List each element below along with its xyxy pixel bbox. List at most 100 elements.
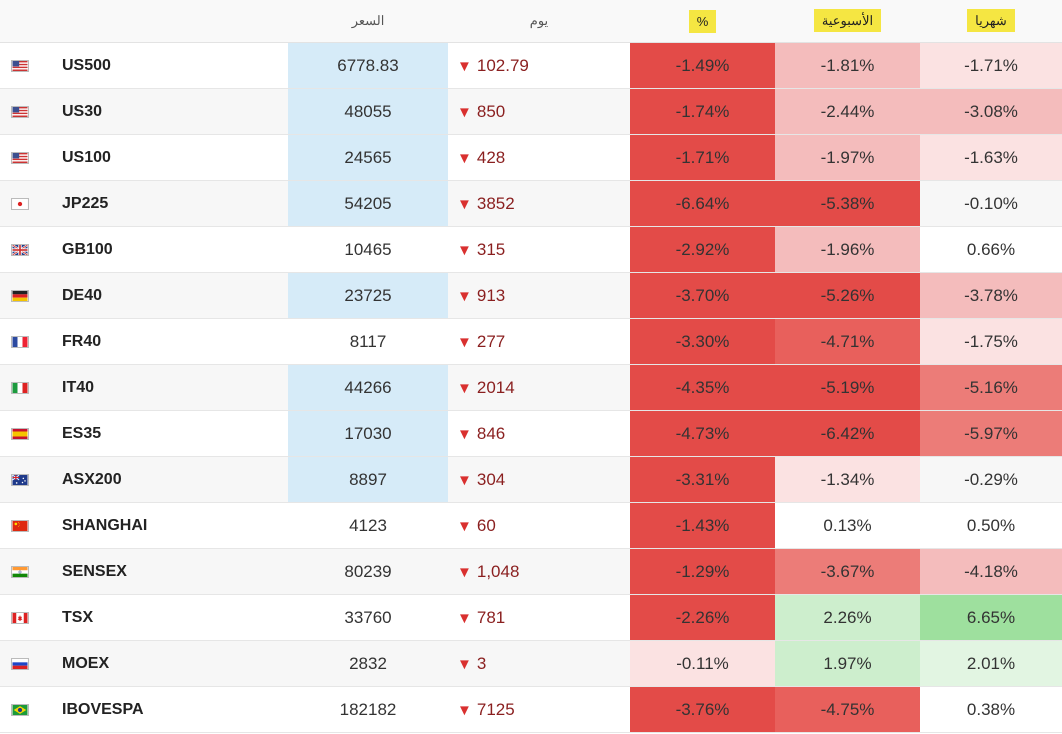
table-row[interactable]: TSX 33760 ▼ 781 -2.26% 2.26% 6.65% <box>0 594 1062 641</box>
down-arrow-icon: ▼ <box>457 333 472 351</box>
table-row[interactable]: US30 48055 ▼ 850 -1.74% -2.44% -3.08% <box>0 88 1062 135</box>
flag-gb-icon <box>11 244 29 257</box>
percent-change-cell: -1.74% <box>630 88 775 135</box>
change-value: 3 <box>476 653 487 673</box>
percent-change-cell: -4.73% <box>630 410 775 457</box>
weekly-change-cell: -5.26% <box>775 272 920 319</box>
symbol-name[interactable]: JP225 <box>62 180 288 227</box>
flag-cell <box>0 134 62 181</box>
percent-change-cell: -3.30% <box>630 318 775 365</box>
flag-cell <box>0 42 62 89</box>
down-arrow-icon: ▼ <box>457 563 472 581</box>
flag-cell <box>0 272 62 319</box>
table-row[interactable]: SHANGHAI 4123 ▼ 60 -1.43% 0.13% 0.50% <box>0 502 1062 549</box>
weekly-change-cell: -1.34% <box>775 456 920 503</box>
monthly-change-cell: -0.10% <box>920 180 1062 227</box>
price-cell: 23725 <box>288 272 448 319</box>
symbol-name[interactable]: DE40 <box>62 272 288 319</box>
symbol-name[interactable]: TSX <box>62 594 288 641</box>
down-arrow-icon: ▼ <box>457 379 472 397</box>
flag-cell <box>0 594 62 641</box>
table-row[interactable]: US100 24565 ▼ 428 -1.71% -1.97% -1.63% <box>0 134 1062 181</box>
change-cell: ▼ 60 <box>448 502 630 549</box>
change-cell: ▼ 102.79 <box>448 42 630 89</box>
symbol-name[interactable]: US500 <box>62 42 288 89</box>
price-cell: 8117 <box>288 318 448 365</box>
weekly-change-cell: -6.42% <box>775 410 920 457</box>
change-cell: ▼ 3 <box>448 640 630 687</box>
change-cell: ▼ 3852 <box>448 180 630 227</box>
change-value: 304 <box>476 469 506 489</box>
percent-change-cell: -6.64% <box>630 180 775 227</box>
symbol-name[interactable]: GB100 <box>62 226 288 273</box>
percent-column-header[interactable]: % <box>630 0 775 43</box>
weekly-change-cell: -1.97% <box>775 134 920 181</box>
monthly-change-cell: 2.01% <box>920 640 1062 687</box>
change-value: 3852 <box>476 193 515 213</box>
flag-ru-icon <box>11 658 29 671</box>
monthly-change-cell: -1.75% <box>920 318 1062 365</box>
percent-change-cell: -1.49% <box>630 42 775 89</box>
change-value: 7125 <box>476 699 515 719</box>
percent-change-cell: -0.11% <box>630 640 775 687</box>
symbol-name[interactable]: SHANGHAI <box>62 502 288 549</box>
change-column-header[interactable]: يوم <box>448 0 630 43</box>
price-cell: 4123 <box>288 502 448 549</box>
change-cell: ▼ 1,048 <box>448 548 630 595</box>
table-row[interactable]: IT40 44266 ▼ 2014 -4.35% -5.19% -5.16% <box>0 364 1062 411</box>
table-row[interactable]: MOEX 2832 ▼ 3 -0.11% 1.97% 2.01% <box>0 640 1062 687</box>
table-header: السعر يوم % الأسبوعية شهريا <box>0 0 1062 43</box>
table-row[interactable]: ES35 17030 ▼ 846 -4.73% -6.42% -5.97% <box>0 410 1062 457</box>
flag-us-icon <box>11 60 29 73</box>
monthly-change-cell: 0.50% <box>920 502 1062 549</box>
symbol-name[interactable]: MOEX <box>62 640 288 687</box>
percent-change-cell: -3.31% <box>630 456 775 503</box>
monthly-change-cell: -3.08% <box>920 88 1062 135</box>
weekly-change-cell: -3.67% <box>775 548 920 595</box>
down-arrow-icon: ▼ <box>457 701 472 719</box>
monthly-change-cell: 0.38% <box>920 686 1062 733</box>
down-arrow-icon: ▼ <box>457 655 472 673</box>
symbol-name[interactable]: IT40 <box>62 364 288 411</box>
symbol-name[interactable]: IBOVESPA <box>62 686 288 733</box>
table-row[interactable]: JP225 54205 ▼ 3852 -6.64% -5.38% -0.10% <box>0 180 1062 227</box>
symbol-name[interactable]: FR40 <box>62 318 288 365</box>
table-row[interactable]: IBOVESPA 182182 ▼ 7125 -3.76% -4.75% 0.38% <box>0 686 1062 733</box>
table-row[interactable]: FR40 8117 ▼ 277 -3.30% -4.71% -1.75% <box>0 318 1062 365</box>
monthly-change-cell: -1.63% <box>920 134 1062 181</box>
symbol-name[interactable]: US100 <box>62 134 288 181</box>
change-value: 913 <box>476 285 506 305</box>
down-arrow-icon: ▼ <box>457 287 472 305</box>
change-value: 277 <box>476 331 506 351</box>
price-cell: 2832 <box>288 640 448 687</box>
flag-cell <box>0 180 62 227</box>
symbol-name[interactable]: ASX200 <box>62 456 288 503</box>
percent-header-label: % <box>688 9 717 33</box>
symbol-name[interactable]: ES35 <box>62 410 288 457</box>
monthly-change-cell: -1.71% <box>920 42 1062 89</box>
change-cell: ▼ 428 <box>448 134 630 181</box>
change-value: 315 <box>476 239 506 259</box>
price-cell: 33760 <box>288 594 448 641</box>
change-header-label: يوم <box>529 13 549 28</box>
table-row[interactable]: GB100 10465 ▼ 315 -2.92% -1.96% 0.66% <box>0 226 1062 273</box>
table-row[interactable]: SENSEX 80239 ▼ 1,048 -1.29% -3.67% -4.18% <box>0 548 1062 595</box>
flag-jp-icon <box>11 198 29 211</box>
flag-us-icon <box>11 152 29 165</box>
flag-cell <box>0 226 62 273</box>
table-row[interactable]: ASX200 8897 ▼ 304 -3.31% -1.34% -0.29% <box>0 456 1062 503</box>
symbol-name[interactable]: SENSEX <box>62 548 288 595</box>
flag-cell <box>0 640 62 687</box>
weekly-column-header[interactable]: الأسبوعية <box>775 0 920 43</box>
table-row[interactable]: DE40 23725 ▼ 913 -3.70% -5.26% -3.78% <box>0 272 1062 319</box>
weekly-change-cell: -2.44% <box>775 88 920 135</box>
price-column-header[interactable]: السعر <box>288 0 448 43</box>
change-cell: ▼ 7125 <box>448 686 630 733</box>
monthly-column-header[interactable]: شهريا <box>920 0 1062 43</box>
flag-cell <box>0 410 62 457</box>
symbol-name[interactable]: US30 <box>62 88 288 135</box>
table-row[interactable]: US500 6778.83 ▼ 102.79 -1.49% -1.81% -1.71% <box>0 42 1062 89</box>
percent-change-cell: -1.29% <box>630 548 775 595</box>
weekly-change-cell: -1.81% <box>775 42 920 89</box>
flag-ca-icon <box>11 612 29 625</box>
